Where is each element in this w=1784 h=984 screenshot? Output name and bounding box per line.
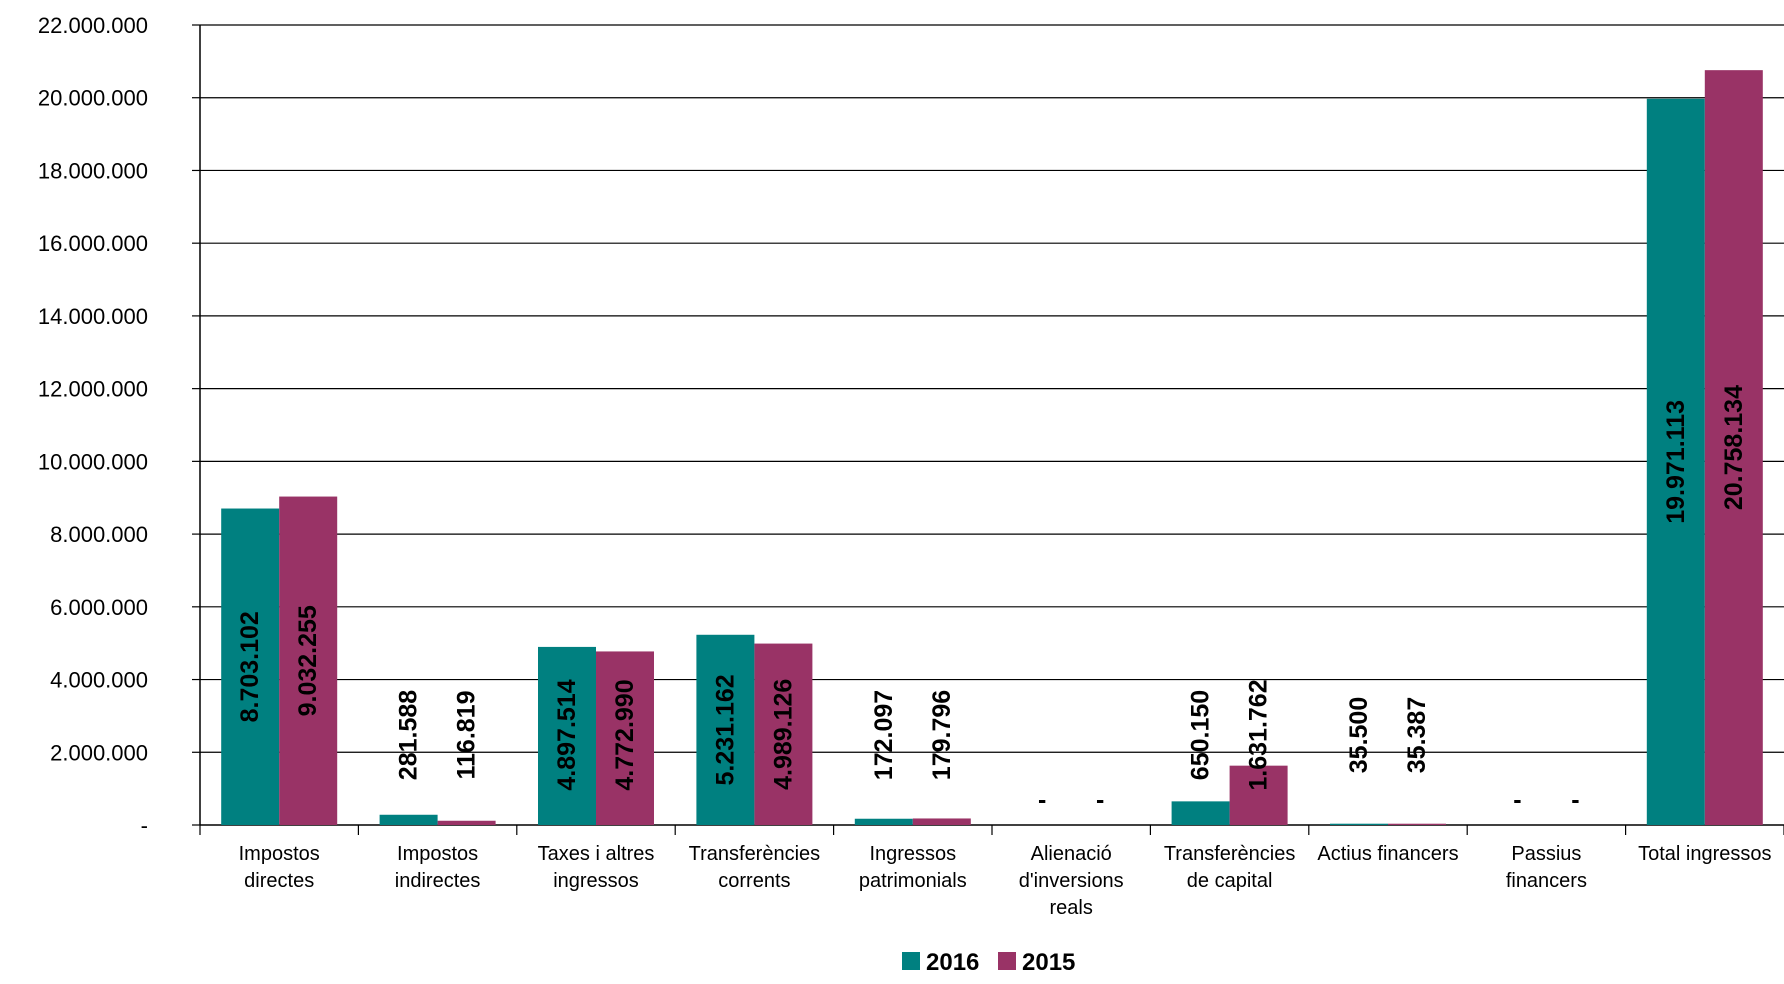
bar-2015 (912, 818, 971, 825)
data-label-2015: - (1096, 786, 1104, 814)
data-label-2015: 116.819 (453, 691, 481, 780)
y-tick-label: 6.000.000 (50, 595, 148, 620)
data-label-2015: 9.032.255 (294, 605, 322, 716)
category-label-line: corrents (718, 870, 790, 892)
data-label-2015: 4.989.126 (769, 679, 797, 790)
bar-2015 (754, 643, 813, 825)
data-label-2016: 650.150 (1187, 690, 1215, 780)
axes: - 2.000.000 4.000.000 6.000.000 8.000.000 10.… (38, 13, 1784, 838)
bar-2015 (596, 651, 654, 825)
data-label-2016: 19.971.113 (1662, 400, 1690, 524)
category-label-line: Impostos (239, 843, 320, 865)
data-label-2016: - (1513, 786, 1521, 814)
category-label-line: Transferències (689, 843, 821, 865)
category-label-line: ingressos (553, 870, 639, 892)
category-label-line: Alienació (1031, 843, 1112, 865)
data-label-2015: 20.758.134 (1720, 385, 1748, 510)
category-label-line: Actius financers (1317, 843, 1458, 865)
bars (221, 70, 1763, 826)
data-label-2016: 281.588 (395, 690, 423, 780)
y-tick-label: 4.000.000 (50, 668, 148, 693)
y-tick-label: - (141, 813, 148, 838)
category-label-line: financers (1506, 870, 1587, 892)
category-label: Impostos indirectes (395, 843, 481, 892)
y-tick-label: 10.000.000 (38, 449, 148, 474)
bar-2015 (437, 820, 496, 825)
bar-2015 (1388, 823, 1446, 825)
category-label-line: Passius (1511, 843, 1581, 865)
data-label-2016: 35.500 (1345, 697, 1373, 773)
y-tick-label: 12.000.000 (38, 377, 148, 402)
y-tick-label: 2.000.000 (50, 740, 148, 765)
category-label: Total ingressos (1638, 843, 1771, 865)
category-label: Passius financers (1506, 843, 1587, 892)
gridlines (200, 24, 1784, 753)
y-tick-label: 14.000.000 (38, 304, 148, 329)
bar-2016 (1330, 823, 1388, 825)
data-label-2015: 179.796 (928, 690, 956, 780)
category-label: Actius financers (1317, 843, 1458, 865)
y-tick-label: 16.000.000 (38, 231, 148, 256)
category-label-line: directes (244, 870, 314, 892)
bar-2016 (854, 818, 913, 825)
category-label: Ingressos patrimonials (859, 843, 967, 892)
bar-2015 (279, 496, 338, 825)
data-label-2015: 4.772.990 (611, 679, 639, 790)
bar-2016 (538, 646, 596, 825)
category-labels: Impostos directes Impostos indirectes Taxes … (239, 843, 1772, 919)
bar-2016 (1171, 801, 1230, 825)
data-label-2016: 8.703.102 (236, 611, 264, 722)
category-label: Transferències corrents (689, 843, 821, 892)
category-label-line: Taxes i altres (538, 843, 655, 865)
bar-2016 (379, 814, 438, 825)
data-label-2015: 1.631.762 (1245, 679, 1273, 790)
legend-label-2016: 2016 (926, 949, 979, 976)
bar-2015 (1704, 70, 1763, 826)
category-label-line: Impostos (397, 843, 478, 865)
data-label-2015: - (1571, 786, 1579, 814)
y-tick-label: 8.000.000 (50, 522, 148, 547)
category-label: Taxes i altres ingressos (538, 843, 655, 892)
category-label-line: patrimonials (859, 870, 967, 892)
category-label-line: indirectes (395, 870, 481, 892)
y-tick-label: 18.000.000 (38, 158, 148, 183)
legend-swatch-2016 (902, 952, 920, 970)
category-label-line: d'inversions (1019, 870, 1124, 892)
category-label: Alienació d'inversions reals (1019, 843, 1124, 919)
data-labels: 8.703.102 9.032.255 281.588 116.819 4.897.51… (236, 385, 1748, 814)
category-label-line: de capital (1187, 870, 1273, 892)
bar-2016 (696, 634, 755, 825)
data-label-2016: 5.231.162 (711, 674, 739, 785)
bar-2015 (1229, 765, 1288, 825)
bar-2016 (1646, 98, 1705, 825)
legend-label-2015: 2015 (1022, 949, 1075, 976)
category-label: Impostos directes (239, 843, 320, 892)
y-tick-label: 20.000.000 (38, 86, 148, 111)
y-tick-label: 22.000.000 (38, 13, 148, 38)
data-label-2016: 4.897.514 (553, 679, 581, 790)
category-label-line: Ingressos (869, 843, 956, 865)
bar-2016 (221, 508, 280, 825)
data-label-2016: - (1038, 786, 1046, 814)
category-label: Transferències de capital (1164, 843, 1296, 892)
category-label-line: Total ingressos (1638, 843, 1771, 865)
category-label-line: Transferències (1164, 843, 1296, 865)
category-label-line: reals (1050, 897, 1093, 919)
legend: 2016 2015 (902, 949, 1075, 976)
data-label-2015: 35.387 (1403, 697, 1431, 773)
legend-swatch-2015 (998, 952, 1016, 970)
data-label-2016: 172.097 (870, 690, 898, 780)
